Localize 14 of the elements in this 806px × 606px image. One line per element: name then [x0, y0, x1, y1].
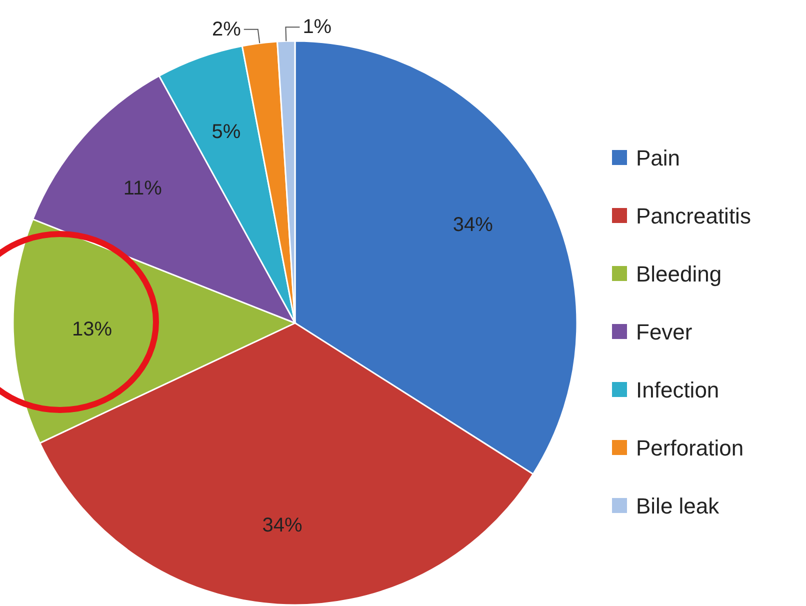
legend-label: Bile leak [636, 494, 720, 518]
legend-label: Pain [636, 146, 680, 170]
data-label: 2% [212, 18, 242, 40]
data-label: 1% [302, 16, 332, 38]
data-label: 5% [212, 120, 241, 143]
legend-label: Perforation [636, 436, 744, 460]
data-label: 11% [123, 178, 162, 200]
legend-label: Pancreatitis [636, 204, 751, 228]
legend-label: Bleeding [636, 262, 722, 286]
legend-label: Fever [636, 320, 692, 344]
data-label: 34% [262, 514, 302, 537]
data-label: 13% [72, 318, 112, 340]
data-label: 34% [452, 214, 494, 236]
legend-label: Infection [636, 378, 720, 402]
